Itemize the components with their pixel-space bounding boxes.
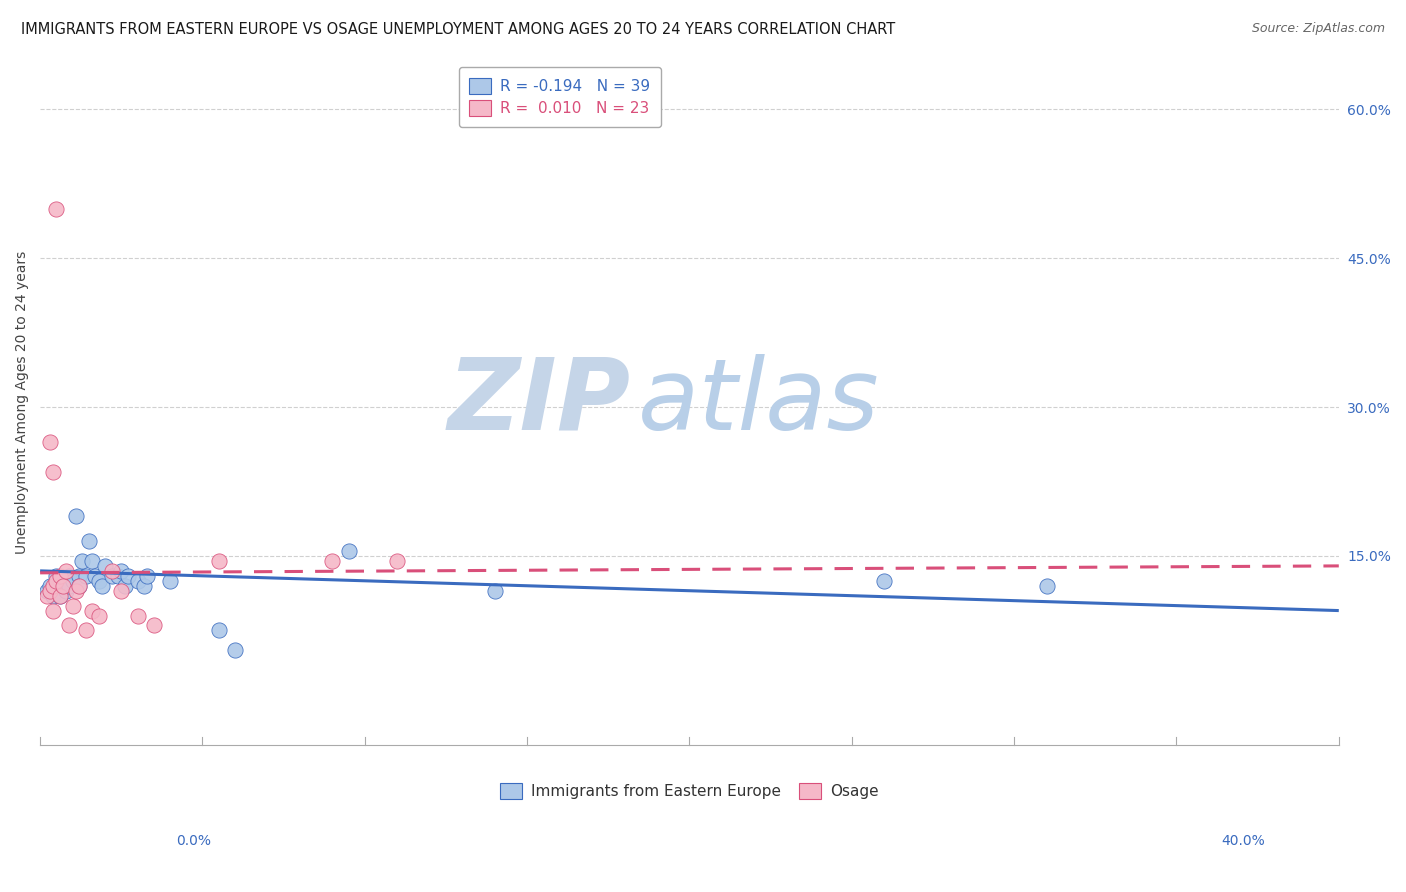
Legend: Immigrants from Eastern Europe, Osage: Immigrants from Eastern Europe, Osage	[495, 777, 884, 805]
Point	[208, 554, 231, 568]
Point	[136, 569, 159, 583]
Point	[114, 579, 136, 593]
Point	[87, 608, 110, 623]
Text: IMMIGRANTS FROM EASTERN EUROPE VS OSAGE UNEMPLOYMENT AMONG AGES 20 TO 24 YEARS C: IMMIGRANTS FROM EASTERN EUROPE VS OSAGE …	[21, 22, 896, 37]
Point	[58, 569, 80, 583]
Point	[72, 554, 94, 568]
Point	[90, 579, 112, 593]
Point	[75, 624, 97, 638]
Point	[484, 583, 506, 598]
Point	[45, 202, 67, 216]
Point	[224, 643, 246, 657]
Point	[48, 569, 70, 583]
Point	[84, 569, 107, 583]
Point	[110, 583, 132, 598]
Point	[55, 564, 77, 578]
Point	[45, 583, 67, 598]
Text: atlas: atlas	[637, 353, 879, 450]
Point	[132, 579, 155, 593]
Point	[100, 564, 122, 578]
Point	[100, 569, 122, 583]
Point	[321, 554, 343, 568]
Point	[117, 569, 139, 583]
Text: 0.0%: 0.0%	[176, 834, 211, 848]
Point	[127, 608, 149, 623]
Y-axis label: Unemployment Among Ages 20 to 24 years: Unemployment Among Ages 20 to 24 years	[15, 251, 30, 554]
Point	[1035, 579, 1057, 593]
Point	[80, 554, 103, 568]
Point	[48, 589, 70, 603]
Point	[52, 579, 75, 593]
Point	[67, 579, 90, 593]
Point	[94, 558, 117, 573]
Point	[75, 569, 97, 583]
Point	[35, 589, 58, 603]
Point	[45, 569, 67, 583]
Point	[127, 574, 149, 588]
Text: ZIP: ZIP	[449, 353, 631, 450]
Point	[35, 583, 58, 598]
Point	[65, 583, 87, 598]
Point	[55, 574, 77, 588]
Point	[337, 544, 360, 558]
Point	[208, 624, 231, 638]
Text: Source: ZipAtlas.com: Source: ZipAtlas.com	[1251, 22, 1385, 36]
Point	[159, 574, 181, 588]
Point	[38, 579, 60, 593]
Point	[42, 589, 65, 603]
Point	[55, 583, 77, 598]
Point	[42, 604, 65, 618]
Point	[38, 434, 60, 449]
Point	[110, 564, 132, 578]
Point	[58, 618, 80, 632]
Point	[67, 569, 90, 583]
Point	[107, 569, 129, 583]
Point	[58, 579, 80, 593]
Point	[77, 534, 100, 549]
Point	[62, 574, 84, 588]
Point	[87, 574, 110, 588]
Point	[67, 579, 90, 593]
Text: 40.0%: 40.0%	[1222, 834, 1265, 848]
Point	[62, 599, 84, 613]
Point	[873, 574, 896, 588]
Point	[65, 509, 87, 524]
Point	[142, 618, 165, 632]
Point	[52, 579, 75, 593]
Point	[80, 604, 103, 618]
Point	[42, 465, 65, 479]
Point	[48, 589, 70, 603]
Point	[38, 583, 60, 598]
Point	[387, 554, 409, 568]
Point	[48, 574, 70, 588]
Point	[45, 574, 67, 588]
Point	[42, 579, 65, 593]
